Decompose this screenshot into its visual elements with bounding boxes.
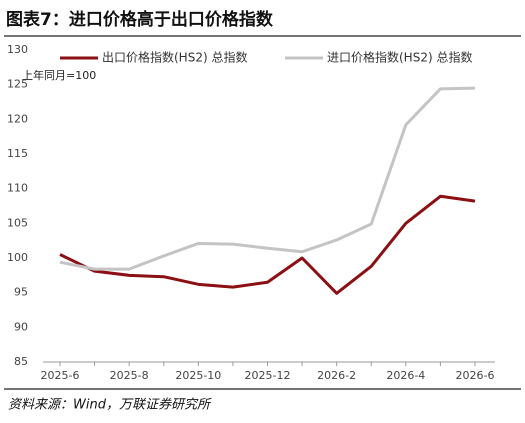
x-tick-label: 2025-12 (245, 369, 291, 382)
legend-label: 出口价格指数(HS2) 总指数 (102, 50, 247, 65)
x-tick-label: 2025-8 (110, 369, 149, 382)
y-tick-label: 115 (7, 147, 28, 160)
x-tick-label: 2025-10 (175, 369, 221, 382)
y-tick-label: 125 (7, 78, 28, 91)
y-tick-label: 110 (7, 182, 28, 195)
x-tick-label: 2026-4 (386, 369, 425, 382)
x-tick-label: 2026-6 (456, 369, 495, 382)
y-tick-label: 120 (7, 112, 28, 125)
legend-label: 进口价格指数(HS2) 总指数 (327, 50, 472, 65)
y-tick-label: 105 (7, 216, 28, 229)
y-tick-label: 130 (7, 43, 28, 56)
source: 资料来源：Wind，万联证券研究所 (8, 397, 212, 413)
x-tick-label: 2026-2 (317, 369, 356, 382)
y-tick-label: 95 (14, 286, 28, 299)
series-line (59, 194, 476, 295)
page-title: 图表7：进口价格高于出口价格指数 (6, 9, 274, 30)
y-tick-label: 90 (14, 320, 28, 333)
series-line (59, 86, 476, 271)
y-tick-label: 100 (7, 251, 28, 264)
annotation: 上年同月=100 (22, 68, 96, 82)
x-tick-label: 2025-6 (41, 369, 80, 382)
y-tick-label: 85 (14, 355, 28, 368)
